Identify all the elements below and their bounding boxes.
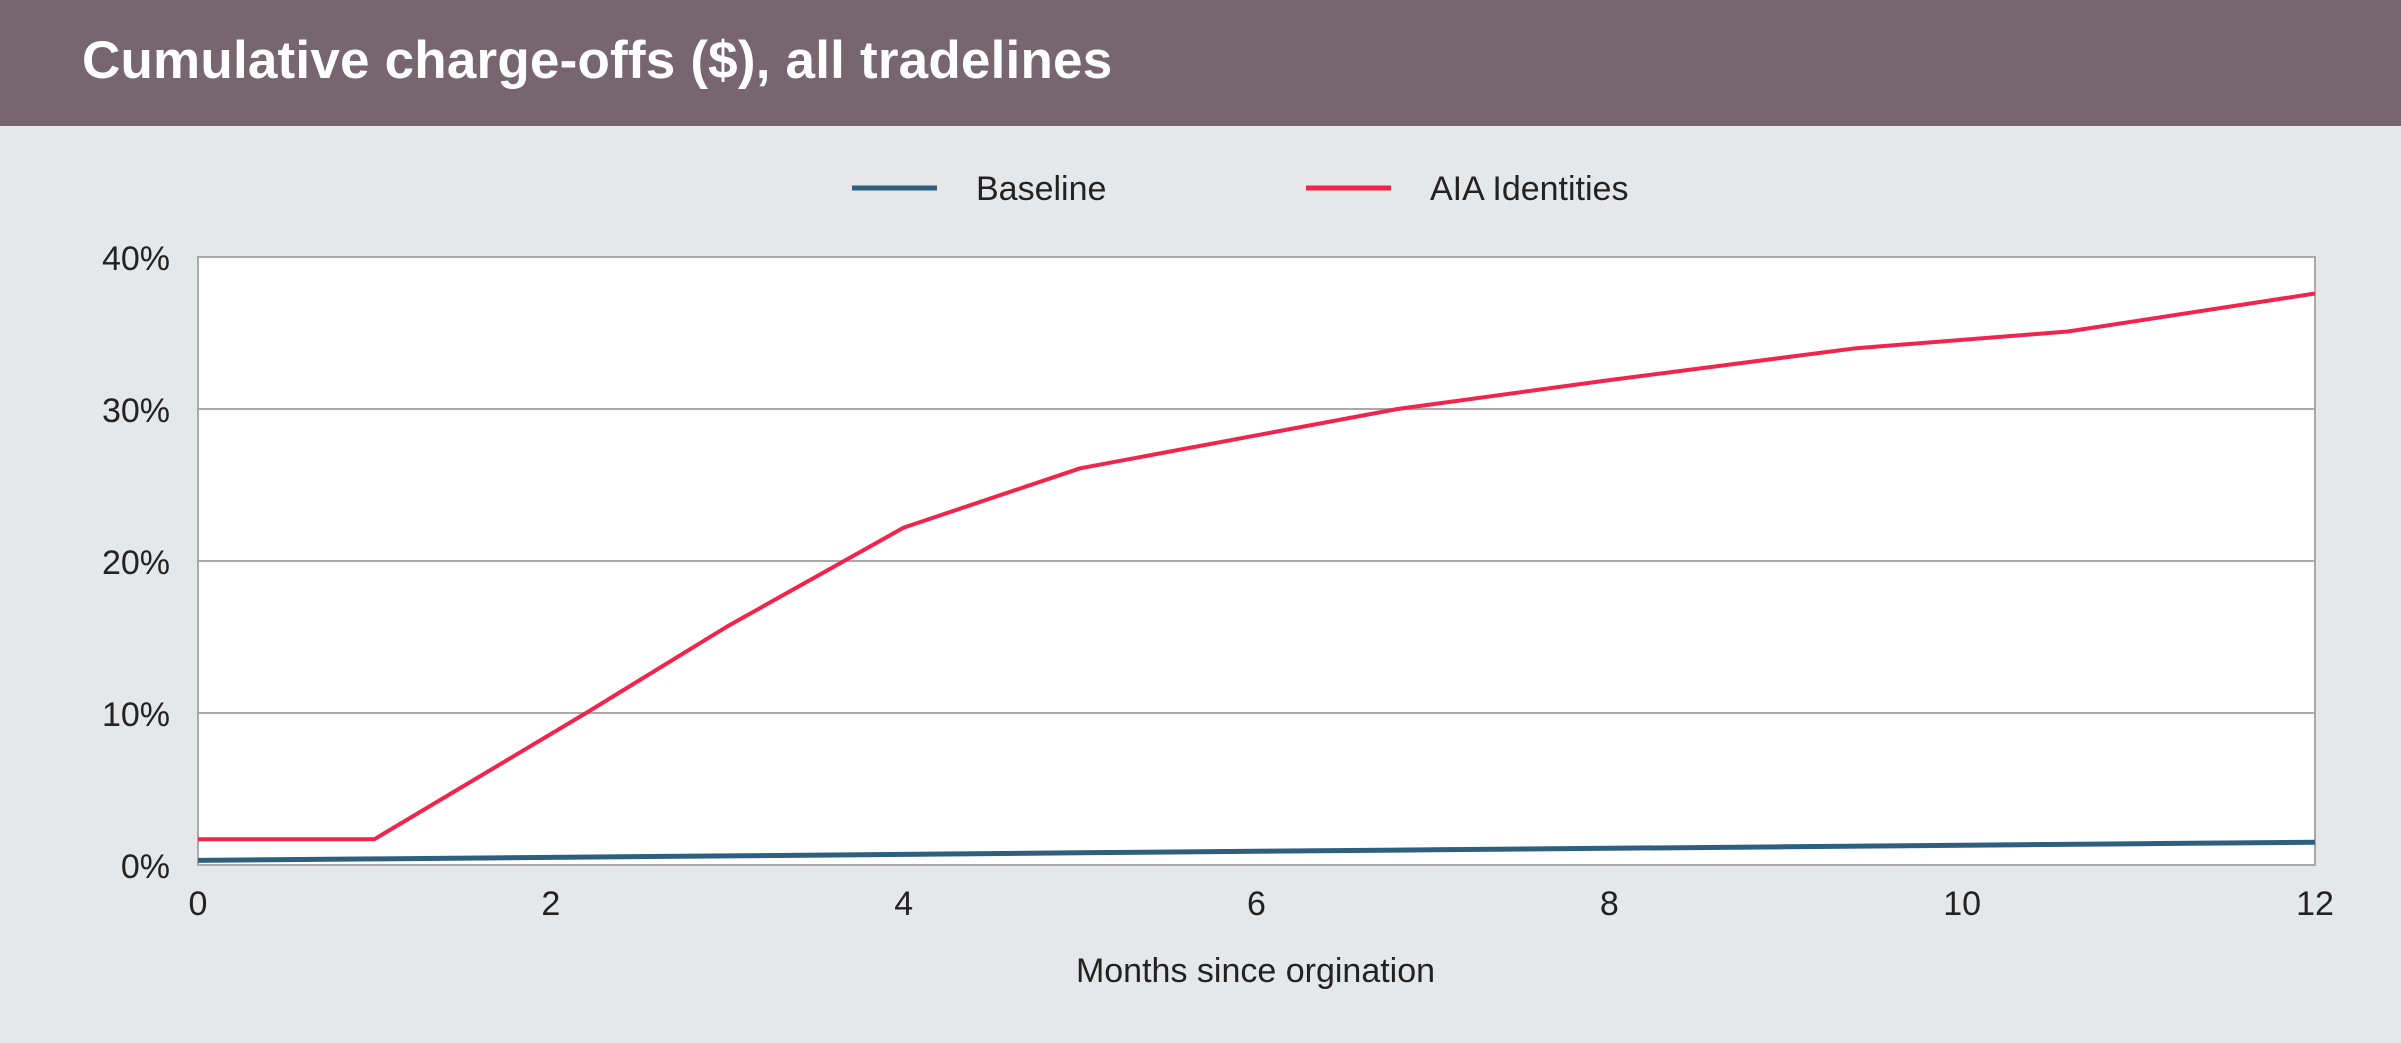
y-tick-label: 40%: [102, 240, 170, 278]
x-axis-label: Months since orgination: [1076, 952, 1435, 990]
x-tick-label: 4: [894, 885, 913, 923]
x-tick-label: 2: [541, 885, 560, 923]
line-chart: 0% 10% 20% 30% 40% 0 2 4 6 8 10 12 Months since orgi…: [102, 170, 2334, 990]
chart-header: Cumulative charge-offs ($), all tradelin…: [0, 0, 2401, 126]
plot-border: [197, 256, 2316, 866]
x-tick-label: 6: [1247, 885, 1266, 923]
legend-label: AIA Identities: [1430, 170, 1628, 208]
legend-label: Baseline: [976, 170, 1106, 208]
x-tick-label: 0: [189, 885, 208, 923]
y-tick-label: 30%: [102, 392, 170, 430]
x-tick-label: 10: [1943, 885, 1981, 923]
y-tick-label: 10%: [102, 696, 170, 734]
x-tick-label: 12: [2296, 885, 2334, 923]
y-tick-label: 0%: [121, 848, 170, 886]
y-tick-label: 20%: [102, 544, 170, 582]
x-tick-label: 8: [1600, 885, 1619, 923]
chart-title: Cumulative charge-offs ($), all tradelin…: [82, 31, 1113, 90]
series-line-aia-identities: [198, 291, 2316, 842]
series-line-baseline: [197, 839, 2316, 863]
